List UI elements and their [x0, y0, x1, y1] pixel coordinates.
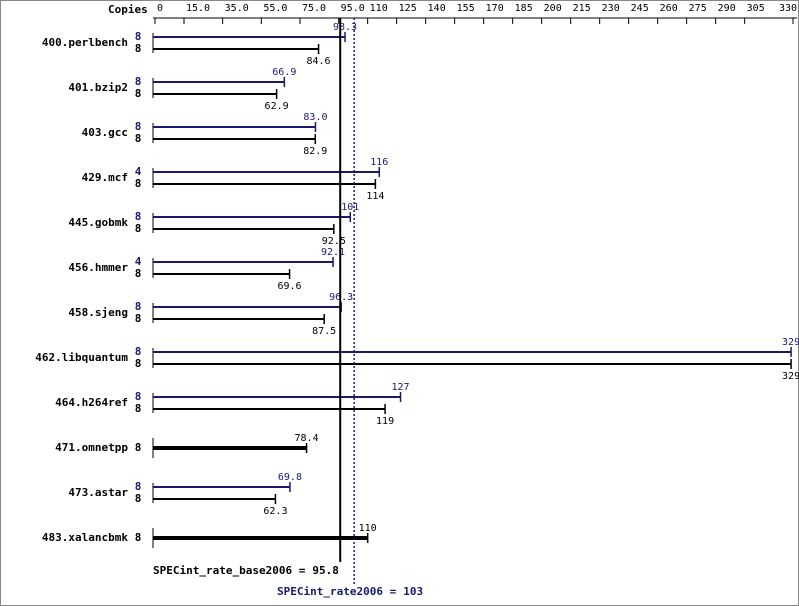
- value-label: 78.4: [295, 433, 319, 444]
- value-label: 82.9: [303, 146, 327, 157]
- benchmark-name: 471.omnetpp: [55, 441, 128, 454]
- benchmark-name: 456.hmmer: [68, 261, 128, 274]
- value-label: 92.1: [321, 247, 345, 258]
- reference-label-text: SPECint_rate2006 =: [277, 585, 397, 598]
- benchmark-name: 403.gcc: [82, 126, 128, 139]
- reference-label-text: SPECint_rate_base2006 =: [153, 564, 306, 577]
- copies: 8: [135, 390, 142, 403]
- value-label: 116: [370, 157, 388, 168]
- benchmark-name: 462.libquantum: [35, 351, 128, 364]
- value-label: 114: [366, 191, 384, 202]
- x-tick-label: 15.0: [186, 3, 210, 14]
- reference-value: 103: [403, 585, 423, 598]
- benchmark-name: 464.h264ref: [55, 396, 128, 409]
- benchmark-name: 429.mcf: [82, 171, 128, 184]
- copies: 8: [135, 357, 142, 370]
- value-label: 69.6: [278, 281, 302, 292]
- x-tick-label: 110: [370, 3, 388, 14]
- value-label: 69.8: [278, 472, 302, 483]
- x-tick-label: 230: [602, 3, 620, 14]
- x-tick-label: 155: [457, 3, 475, 14]
- value-label: 127: [392, 382, 410, 393]
- copies-header: Copies: [108, 3, 148, 16]
- reference-value: 95.8: [312, 564, 339, 577]
- copies: 8: [135, 345, 142, 358]
- value-label: 62.3: [263, 506, 287, 517]
- x-tick-label: 125: [399, 3, 417, 14]
- x-tick-label: 95.0: [341, 3, 365, 14]
- x-tick-label: 215: [573, 3, 591, 14]
- copies: 8: [135, 75, 142, 88]
- copies: 8: [135, 120, 142, 133]
- x-tick-label: 170: [486, 3, 504, 14]
- x-tick-label: 200: [544, 3, 562, 14]
- copies: 4: [135, 165, 142, 178]
- copies: 8: [135, 210, 142, 223]
- benchmark-name: 401.bzip2: [68, 81, 128, 94]
- value-label: 329: [782, 371, 799, 382]
- copies: 8: [135, 177, 142, 190]
- benchmark-name: 458.sjeng: [68, 306, 128, 319]
- reference-label: SPECint_rate_base2006 = 95.8: [153, 564, 339, 577]
- value-label: 83.0: [303, 112, 327, 123]
- copies: 8: [135, 300, 142, 313]
- copies: 8: [135, 132, 142, 145]
- x-tick-label: 330: [779, 3, 797, 14]
- copies: 8: [135, 531, 142, 544]
- copies: 8: [135, 222, 142, 235]
- copies: 8: [135, 42, 142, 55]
- x-tick-label: 290: [718, 3, 736, 14]
- copies: 8: [135, 30, 142, 43]
- copies: 8: [135, 402, 142, 415]
- value-label: 98.3: [333, 22, 357, 33]
- value-label: 110: [359, 523, 377, 534]
- value-label: 101: [341, 202, 359, 213]
- value-label: 66.9: [272, 67, 296, 78]
- x-tick-label: 55.0: [263, 3, 287, 14]
- benchmark-name: 400.perlbench: [42, 36, 128, 49]
- copies: 8: [135, 441, 142, 454]
- x-tick-label: 260: [660, 3, 678, 14]
- value-label: 84.6: [307, 56, 331, 67]
- copies: 8: [135, 312, 142, 325]
- value-label: 87.5: [312, 326, 336, 337]
- copies: 4: [135, 255, 142, 268]
- x-tick-label: 75.0: [302, 3, 326, 14]
- x-tick-label: 0: [157, 3, 163, 14]
- reference-label: SPECint_rate2006 = 103: [277, 585, 423, 598]
- benchmark-name: 483.xalancbmk: [42, 531, 128, 544]
- copies: 8: [135, 492, 142, 505]
- benchmark-name: 445.gobmk: [68, 216, 128, 229]
- x-tick-label: 245: [631, 3, 649, 14]
- value-label: 329: [782, 337, 799, 348]
- x-tick-label: 275: [689, 3, 707, 14]
- benchmark-name: 473.astar: [68, 486, 128, 499]
- value-label: 62.9: [265, 101, 289, 112]
- x-tick-label: 185: [515, 3, 533, 14]
- copies: 8: [135, 480, 142, 493]
- copies: 8: [135, 267, 142, 280]
- x-tick-label: 35.0: [225, 3, 249, 14]
- x-tick-label: 140: [428, 3, 446, 14]
- value-label: 92.5: [322, 236, 346, 247]
- value-label: 119: [376, 416, 394, 427]
- x-tick-label: 305: [747, 3, 765, 14]
- copies: 8: [135, 87, 142, 100]
